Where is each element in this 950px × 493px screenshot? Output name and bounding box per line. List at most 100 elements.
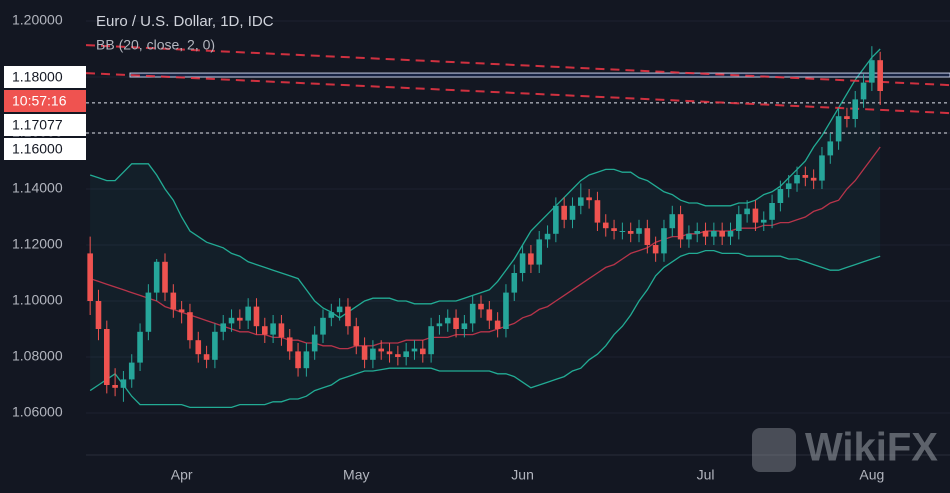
candle-body (819, 155, 825, 181)
candle-body (860, 82, 867, 100)
candle-body (602, 222, 609, 229)
candle-body (711, 231, 717, 237)
candle-body (328, 312, 335, 318)
candle-body (694, 231, 701, 234)
candle-body (419, 348, 426, 355)
candle-body (844, 116, 850, 119)
candle-body (120, 379, 127, 388)
candle-body (370, 348, 376, 360)
candle-body (145, 292, 152, 332)
candle-body (486, 309, 493, 321)
y-tick-label: 1.08000 (12, 348, 63, 364)
chart-title: Euro / U.S. Dollar, 1D, IDC (96, 13, 274, 30)
candle-body (336, 306, 343, 313)
candle-body (736, 214, 742, 231)
candle-body (203, 354, 210, 360)
candle-body (178, 309, 185, 313)
y-tick-label: 1.20000 (12, 12, 63, 28)
x-tick-label: Jul (697, 467, 715, 483)
candle-body (702, 231, 709, 237)
candle-body (220, 323, 227, 332)
candle-body (345, 306, 351, 327)
price-label: 1.16000 (12, 141, 63, 157)
candle-body (378, 348, 385, 352)
candle-body (503, 292, 509, 329)
candle-body (95, 301, 102, 329)
candle-body (594, 200, 601, 223)
candle-body (669, 214, 676, 229)
price-label-box (4, 138, 86, 160)
candle-body (528, 253, 534, 265)
band-fill (90, 49, 881, 408)
candle-body (869, 60, 875, 83)
x-tick-label: Jun (511, 467, 534, 483)
candle-body (436, 323, 443, 327)
candle-body (286, 337, 293, 352)
watermark: WikiFX (805, 426, 938, 470)
candle-body (677, 214, 684, 240)
candle-body (827, 141, 834, 156)
y-tick-label: 1.06000 (12, 404, 63, 420)
x-tick-label: May (343, 467, 369, 483)
candle-body (719, 231, 725, 237)
candle-body (785, 183, 792, 189)
candle-body (395, 354, 401, 357)
candle-body (411, 348, 418, 352)
candle-body (253, 306, 260, 327)
candle-body (769, 203, 775, 220)
candle-body (553, 205, 559, 234)
candle-body (627, 231, 634, 234)
candle-body (744, 208, 750, 215)
price-label-box (4, 114, 86, 136)
candle-body (478, 303, 484, 310)
candle-body (835, 116, 842, 142)
candle-body (569, 205, 576, 220)
candle-body (303, 351, 310, 369)
candle-body (752, 208, 759, 223)
x-tick-label: Apr (171, 467, 193, 483)
price-label: 10:57:16 (12, 93, 67, 109)
candle-body (494, 320, 501, 329)
candle-body (228, 317, 235, 324)
candle-body (87, 253, 93, 301)
candle-body (644, 228, 651, 245)
candle-body (187, 312, 193, 341)
candle-body (511, 273, 518, 293)
candle-body (810, 177, 817, 181)
candle-body (295, 351, 301, 369)
candle-body (519, 253, 526, 273)
candle-body (619, 231, 626, 232)
y-tick-label: 1.10000 (12, 292, 63, 308)
price-label-box (4, 66, 86, 88)
candle-body (852, 99, 859, 119)
candle-body (777, 189, 784, 203)
candle-body (353, 326, 360, 346)
candle-body (444, 317, 451, 324)
candle-body (611, 228, 617, 231)
band-upper (89, 48, 881, 319)
candle-body (361, 345, 368, 360)
candle-body (661, 228, 667, 254)
y-tick-label: 1.14000 (12, 180, 63, 196)
candle-body (461, 323, 468, 329)
candle-body (586, 197, 592, 201)
candle-body (453, 317, 459, 329)
candle-body (727, 231, 734, 237)
candle-body (403, 351, 409, 357)
candle-body (170, 292, 177, 310)
candle-body (686, 233, 692, 240)
candle-body (428, 326, 434, 355)
candle-body (261, 326, 268, 335)
candle-body (636, 228, 642, 234)
candle-body (112, 385, 118, 388)
candle-body (103, 329, 110, 385)
zone (129, 72, 950, 78)
x-tick-label: Aug (859, 467, 884, 483)
trendline (85, 44, 950, 87)
candle-body (195, 340, 202, 355)
price-label: 1.17077 (12, 117, 63, 133)
indicator-label: BB (20, close, 2, 0) (96, 37, 215, 53)
